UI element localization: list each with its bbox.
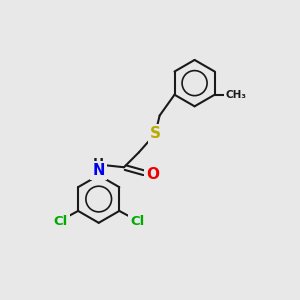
Text: Cl: Cl — [130, 215, 144, 228]
Text: S: S — [150, 127, 161, 142]
Text: CH₃: CH₃ — [226, 90, 247, 100]
Text: H: H — [93, 157, 104, 170]
Text: Cl: Cl — [53, 215, 68, 228]
Text: O: O — [146, 167, 159, 182]
Text: N: N — [92, 163, 105, 178]
